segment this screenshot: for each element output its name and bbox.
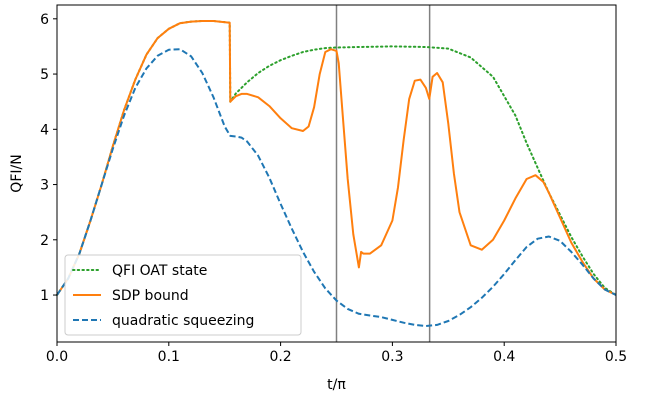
legend: QFI OAT state SDP bound quadratic squeezin… bbox=[64, 254, 302, 336]
legend-label-1: QFI OAT state bbox=[112, 263, 207, 279]
vertical-reference-lines bbox=[335, 5, 431, 342]
y-tick-label: 3 bbox=[40, 178, 49, 194]
x-axis-ticks: 0.0 0.1 0.2 0.3 0.4 0.5 bbox=[46, 342, 627, 365]
x-tick-label: 0.2 bbox=[269, 349, 291, 365]
y-axis-label: QFI/N bbox=[9, 154, 25, 192]
legend-box bbox=[64, 254, 302, 336]
x-tick-label: 0.3 bbox=[381, 349, 403, 365]
y-tick-label: 6 bbox=[40, 12, 49, 28]
axes-frame bbox=[56, 4, 617, 343]
x-tick-label: 0.5 bbox=[605, 349, 627, 365]
x-tick-label: 0.0 bbox=[46, 349, 68, 365]
x-axis-label: t/π bbox=[327, 377, 346, 393]
series-3-line bbox=[56, 48, 617, 327]
legend-label-3: quadratic squeezing bbox=[112, 313, 254, 329]
y-tick-label: 2 bbox=[40, 233, 49, 249]
series-lines bbox=[56, 20, 617, 327]
y-tick-label: 5 bbox=[40, 67, 49, 83]
series-2-line bbox=[56, 20, 617, 296]
y-tick-label: 4 bbox=[40, 122, 49, 138]
legend-label-2: SDP bound bbox=[112, 288, 189, 304]
x-tick-label: 0.4 bbox=[493, 349, 515, 365]
y-axis-ticks: 1 2 3 4 5 6 bbox=[40, 12, 57, 304]
x-tick-label: 0.1 bbox=[158, 349, 180, 365]
y-tick-label: 1 bbox=[40, 288, 49, 304]
